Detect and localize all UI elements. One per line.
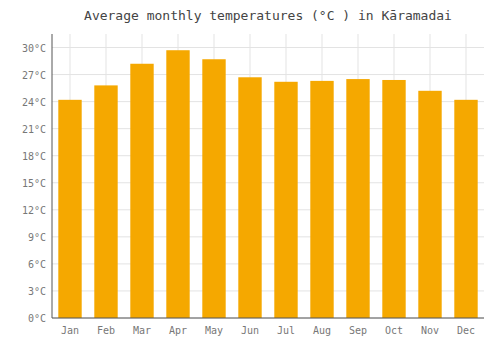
bar — [202, 59, 225, 318]
x-tick-label: Jan — [61, 325, 79, 336]
y-tick-label: 3°C — [28, 286, 46, 297]
chart-svg: Average monthly temperatures (°C ) in Kā… — [0, 0, 500, 350]
y-tick-label: 6°C — [28, 259, 46, 270]
bar — [274, 82, 297, 318]
x-tick-label: Sep — [349, 325, 367, 336]
bar — [382, 80, 405, 318]
y-tick-label: 9°C — [28, 232, 46, 243]
bar — [130, 64, 153, 318]
x-tick-label: Jun — [241, 325, 259, 336]
bar — [94, 85, 117, 318]
bar — [346, 79, 369, 318]
y-tick-label: 24°C — [22, 97, 46, 108]
x-tick-label: Oct — [385, 325, 403, 336]
x-tick-label: May — [205, 325, 223, 336]
bar — [310, 81, 333, 318]
axes: 0°C 3°C 6°C 9°C 12°C 15°C 18°C 21°C 24°C 27°C 30°C… — [22, 43, 475, 336]
x-tick-label: Dec — [457, 325, 475, 336]
title: Average monthly temperatures (°C ) in Kā… — [84, 8, 452, 23]
y-tick-label: 18°C — [22, 151, 46, 162]
bar — [58, 100, 81, 318]
y-axis-line — [52, 34, 53, 318]
y-tick-label: 12°C — [22, 205, 46, 216]
x-tick-label: Jul — [277, 325, 295, 336]
x-tick-label: Mar — [133, 325, 151, 336]
y-tick-label: 0°C — [28, 313, 46, 324]
x-tick-label: Apr — [169, 325, 187, 336]
grid — [52, 34, 484, 318]
chart-container: Average monthly temperatures (°C ) in Kā… — [0, 0, 500, 350]
bar — [238, 77, 261, 318]
y-grid-line — [52, 74, 484, 75]
y-grid-line — [52, 318, 484, 319]
x-axis-line — [52, 318, 484, 319]
y-tick-label: 15°C — [22, 178, 46, 189]
y-tick-label: 27°C — [22, 70, 46, 81]
bars — [58, 50, 477, 318]
x-tick-label: Aug — [313, 325, 331, 336]
x-tick-label: Nov — [421, 325, 439, 336]
bar — [454, 100, 477, 318]
y-tick-label: 30°C — [22, 43, 46, 54]
bar — [166, 50, 189, 318]
bar — [418, 91, 441, 318]
x-tick-label: Feb — [97, 325, 115, 336]
y-tick-label: 21°C — [22, 124, 46, 135]
y-grid-line — [52, 47, 484, 48]
